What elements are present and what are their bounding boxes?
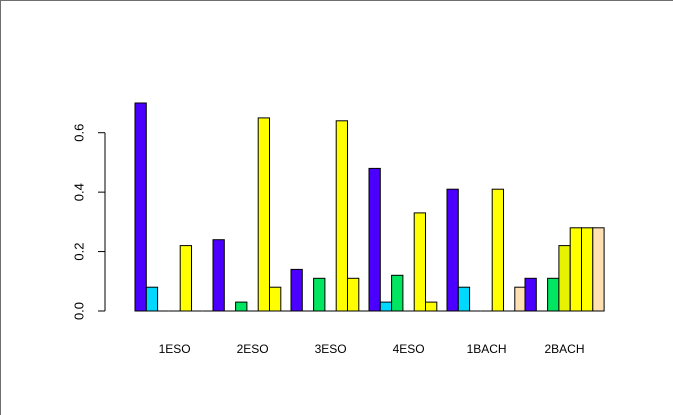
y-tick-label: 0.6 — [71, 124, 86, 142]
bar-2ESO-s1 — [212, 239, 225, 312]
bar-1ESO-s2 — [145, 286, 159, 312]
bar-1BACH-s1 — [446, 188, 459, 312]
x-category-label: 3ESO — [315, 342, 347, 356]
bar-1ESO-s1 — [134, 102, 147, 312]
bar-3ESO-s1 — [290, 268, 303, 312]
bar-2ESO-s5 — [257, 117, 271, 312]
bar-4ESO-s6 — [425, 301, 438, 312]
bar-2ESO-s6 — [269, 286, 282, 312]
bar-4ESO-s2 — [379, 301, 393, 312]
bar-2BACH-s7 — [592, 227, 605, 312]
bar-2BACH-s1 — [524, 277, 537, 312]
bar-2BACH-s4 — [558, 245, 571, 312]
bar-1ESO-s5 — [179, 245, 192, 312]
bar-2BACH-s5 — [569, 227, 583, 312]
y-axis: 0.0 0.2 0.4 0.6 — [71, 124, 106, 320]
y-tick-label: 0.2 — [71, 243, 86, 261]
x-category-label: 2BACH — [544, 342, 584, 356]
bars-layer — [134, 102, 605, 312]
x-category-label: 4ESO — [393, 342, 425, 356]
y-tick-label: 0.4 — [71, 183, 86, 201]
y-tick-label: 0.0 — [71, 302, 86, 320]
x-axis-labels: 1ESO 2ESO 3ESO 4ESO 1BACH 2BACH — [159, 342, 585, 356]
bar-2BACH-s3 — [547, 277, 560, 312]
bar-1BACH-s2 — [457, 286, 471, 312]
bar-1BACH-s7 — [514, 286, 527, 312]
x-category-label: 1ESO — [159, 342, 191, 356]
bar-4ESO-s3 — [391, 274, 404, 312]
bar-2ESO-s3 — [235, 301, 248, 312]
bar-3ESO-s6 — [347, 277, 360, 312]
x-category-label: 1BACH — [467, 342, 507, 356]
bar-4ESO-s1 — [368, 167, 381, 312]
bar-3ESO-s5 — [335, 120, 349, 312]
bar-2BACH-s6 — [581, 227, 594, 312]
x-category-label: 2ESO — [237, 342, 269, 356]
bar-1BACH-s5 — [491, 188, 505, 312]
bar-3ESO-s3 — [313, 277, 326, 312]
bar-4ESO-s5 — [413, 212, 427, 312]
